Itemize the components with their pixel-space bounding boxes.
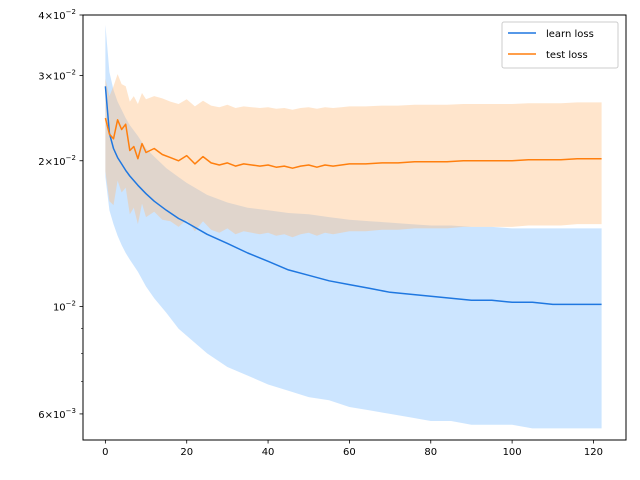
x-tick-label: 20 bbox=[180, 447, 193, 458]
y-tick-label: 6×10−3 bbox=[38, 407, 76, 421]
y-tick-label: 4×10−2 bbox=[38, 8, 76, 22]
confidence-bands bbox=[105, 24, 602, 429]
test-loss-band bbox=[105, 74, 602, 238]
learn-loss-band bbox=[105, 24, 602, 429]
x-tick-label: 120 bbox=[584, 447, 603, 458]
x-tick-label: 100 bbox=[503, 447, 522, 458]
x-tick-label: 0 bbox=[102, 447, 108, 458]
x-tick-label: 60 bbox=[343, 447, 356, 458]
test-loss-line bbox=[104, 117, 602, 169]
axes-frame bbox=[82, 14, 627, 441]
y-tick-label: 10−2 bbox=[53, 300, 76, 314]
y-axis: 6×10−3 10−2 2×10−2 3×10−2 4×10−2 bbox=[38, 8, 83, 421]
x-tick-label: 40 bbox=[262, 447, 275, 458]
series-lines bbox=[104, 86, 602, 306]
legend-label-learn: learn loss bbox=[546, 29, 594, 40]
x-tick-label: 80 bbox=[424, 447, 437, 458]
legend: learn loss test loss bbox=[501, 21, 619, 69]
y-tick-label: 2×10−2 bbox=[38, 154, 76, 168]
legend-label-test: test loss bbox=[546, 50, 588, 61]
y-tick-label: 3×10−2 bbox=[38, 68, 76, 82]
x-axis: 0 20 40 60 80 100 120 bbox=[102, 440, 603, 458]
learn-loss-line bbox=[104, 86, 602, 306]
